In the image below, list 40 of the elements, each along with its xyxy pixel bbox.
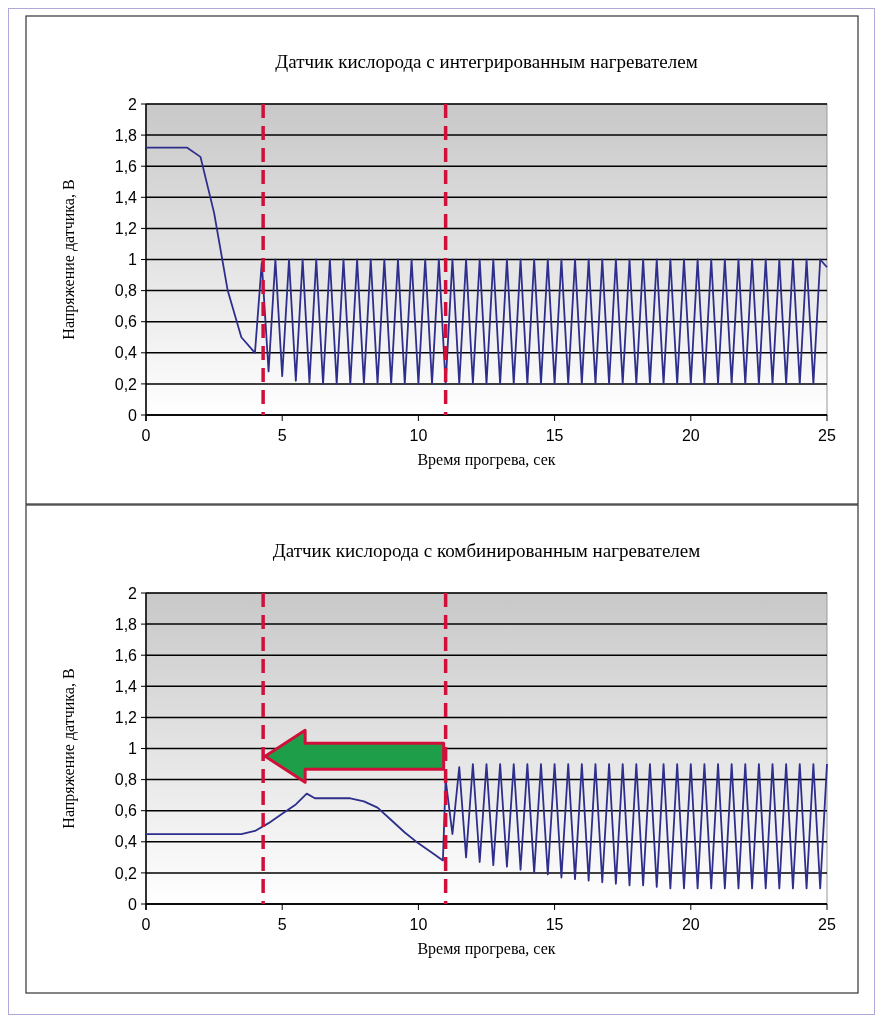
x-tick-label: 10 <box>409 427 428 444</box>
x-tick-label: 15 <box>545 427 564 444</box>
y-tick-label: 1,8 <box>114 615 138 633</box>
y-axis-title: Напряжение датчика, В <box>60 668 78 829</box>
x-tick-label: 25 <box>818 916 836 933</box>
y-tick-label: 2 <box>128 95 138 113</box>
y-tick-label: 1 <box>128 251 138 269</box>
y-tick-label: 1,4 <box>114 677 138 695</box>
y-tick-label: 0,2 <box>114 864 138 882</box>
y-tick-label: 1,6 <box>114 157 138 175</box>
y-tick-label: 2 <box>128 584 138 602</box>
y-axis-title: Напряжение датчика, В <box>60 179 78 340</box>
y-tick-label: 1,8 <box>114 126 138 144</box>
y-tick-label: 1,6 <box>114 646 138 664</box>
y-tick-label: 0,4 <box>114 344 138 362</box>
chart-title: Датчик кислорода с интегрированным нагревателем <box>275 51 698 72</box>
y-tick-label: 0 <box>128 406 138 424</box>
x-tick-label: 0 <box>141 916 151 933</box>
x-tick-label: 25 <box>818 427 836 444</box>
x-tick-label: 0 <box>141 427 151 444</box>
x-tick-label: 15 <box>545 916 564 933</box>
y-tick-label: 1 <box>128 740 138 758</box>
y-tick-label: 0,4 <box>114 833 138 851</box>
x-axis-title: Время прогрева, сек <box>417 451 556 469</box>
x-tick-label: 5 <box>277 916 287 933</box>
x-tick-label: 20 <box>681 427 700 444</box>
chart-title: Датчик кислорода с комбинированным нагревателем <box>272 540 701 561</box>
y-tick-label: 0,6 <box>114 802 138 820</box>
x-tick-label: 5 <box>277 427 287 444</box>
y-tick-label: 1,4 <box>114 188 138 206</box>
x-tick-label: 20 <box>681 916 700 933</box>
x-tick-label: 10 <box>409 916 428 933</box>
y-tick-label: 0,8 <box>114 282 138 300</box>
y-tick-label: 0 <box>128 895 138 913</box>
y-tick-label: 1,2 <box>114 709 138 726</box>
y-tick-label: 0,6 <box>114 313 138 331</box>
y-tick-label: 1,2 <box>114 220 138 237</box>
y-tick-label: 0,2 <box>114 375 138 393</box>
x-axis-title: Время прогрева, сек <box>417 940 556 958</box>
y-tick-label: 0,8 <box>114 771 138 789</box>
